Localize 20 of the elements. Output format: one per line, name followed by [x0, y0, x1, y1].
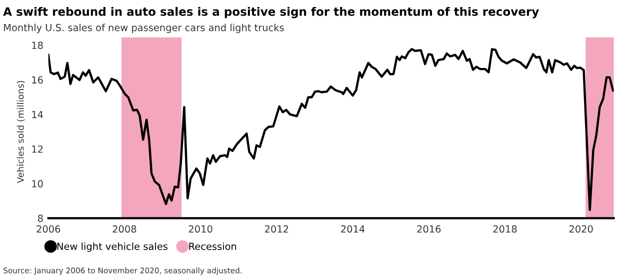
x-tick-label: 2012 [265, 225, 288, 233]
x-tick-label: 2014 [341, 225, 365, 233]
x-tick-label: 2016 [417, 225, 441, 233]
legend-label: New light vehicle sales [57, 242, 168, 252]
y-tick-label: 10 [32, 180, 43, 188]
y-tick-label: 12 [32, 145, 43, 153]
x-tick-label: 2008 [112, 225, 136, 233]
y-tick-label: 16 [32, 76, 43, 84]
y-tick-label: 18 [32, 42, 43, 50]
chart-title: A swift rebound in auto sales is a positive sign for the momentum of this recovery [3, 6, 539, 18]
y-axis-title: Vehicles sold (millions) [16, 80, 25, 184]
x-tick-label: 2010 [188, 225, 212, 233]
line-series [48, 48, 614, 211]
y-tick-label: 14 [32, 110, 43, 118]
chart-subtitle: Monthly U.S. sales of new passenger cars and light trucks [4, 24, 284, 34]
legend-label: Recession [189, 242, 236, 250]
x-tick-label: 2018 [493, 225, 517, 233]
x-tick-label: 2020 [569, 225, 593, 233]
y-tick-label: 8 [38, 214, 43, 222]
x-tick-label: 2006 [36, 225, 60, 233]
